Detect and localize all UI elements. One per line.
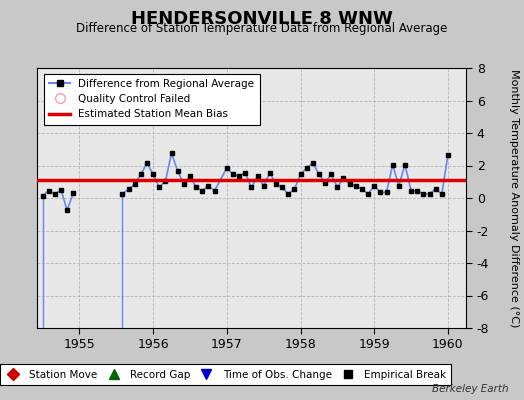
Text: HENDERSONVILLE 8 WNW: HENDERSONVILLE 8 WNW xyxy=(131,10,393,28)
Text: Difference of Station Temperature Data from Regional Average: Difference of Station Temperature Data f… xyxy=(77,22,447,35)
Legend: Station Move, Record Gap, Time of Obs. Change, Empirical Break: Station Move, Record Gap, Time of Obs. C… xyxy=(0,364,451,385)
Y-axis label: Monthly Temperature Anomaly Difference (°C): Monthly Temperature Anomaly Difference (… xyxy=(509,69,519,327)
Text: Berkeley Earth: Berkeley Earth xyxy=(432,384,508,394)
